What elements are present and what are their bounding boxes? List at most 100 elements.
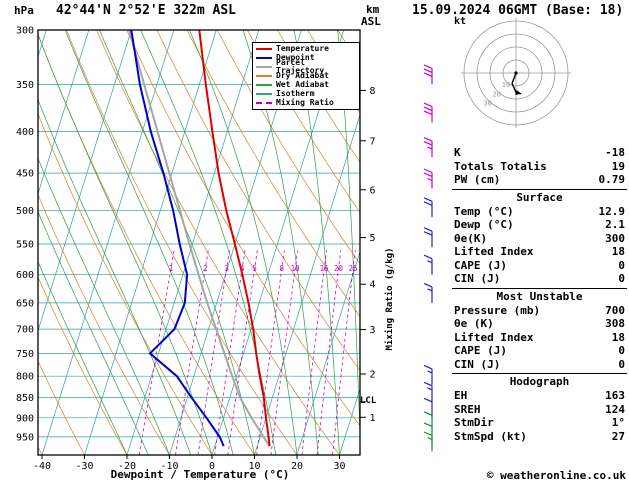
panel-row-value: -18	[605, 146, 625, 159]
hodograph-unit-label: kt	[454, 16, 467, 27]
page-title: 42°44'N 2°52'E 322m ASL	[56, 3, 237, 18]
panel-row-label: PW (cm)	[454, 173, 501, 186]
mixing-ratio-value-label: 2	[203, 264, 208, 273]
plot-frame	[37, 29, 361, 456]
panel-row: StmSpd (kt) 27	[452, 430, 627, 444]
pressure-tick-label: 850	[16, 393, 34, 404]
panel-row-value: 308	[605, 317, 625, 330]
pressure-tick-label: 700	[16, 325, 34, 336]
panel-row-label: Lifted Index	[454, 330, 534, 344]
hodograph-ring	[463, 20, 569, 126]
mixing-ratio-value-label: 25	[348, 264, 357, 273]
panel-row-label: StmSpd (kt)	[454, 429, 527, 443]
km-tick-label: 3	[370, 325, 376, 336]
legend-color-sample	[256, 102, 272, 104]
wind-barb	[423, 381, 433, 402]
panel-row-value: 27	[611, 429, 625, 443]
panel-row: CIN (J) 0	[452, 272, 627, 286]
panel-row: EH 163	[452, 389, 627, 403]
temp-tick-label: -10	[160, 461, 178, 472]
wind-barb	[423, 431, 433, 452]
panel-row-label: EH	[454, 389, 468, 402]
wind-barb	[423, 254, 433, 275]
panel-row-label: SREH	[454, 402, 481, 416]
panel-row-value: 2.1	[605, 218, 625, 231]
hodograph-ring-label: 10	[502, 81, 510, 89]
panel-row-label: Dewp (°C)	[454, 218, 514, 231]
temp-tick-label: -20	[118, 461, 136, 472]
wind-barb	[423, 64, 433, 85]
panel-row-label: Totals Totalis	[454, 159, 547, 173]
legend-color-sample	[256, 84, 272, 86]
lcl-label: LCL	[360, 396, 377, 406]
panel-row: Lifted Index 18	[452, 331, 627, 345]
mixing-ratio-value-label: 4	[240, 264, 245, 273]
panel-row-value: 18	[611, 245, 625, 258]
dewpoint-curve	[130, 30, 225, 447]
pressure-tick-label: 800	[16, 372, 34, 383]
legend-color-sample	[256, 93, 272, 95]
mixing-ratio-value-label: 3	[224, 264, 229, 273]
hodograph-ring	[476, 33, 556, 113]
legend-label: Parcel Trajectory	[276, 58, 325, 75]
pressure-tick-label: 950	[16, 432, 34, 443]
panel-row-label: StmDir	[454, 416, 494, 429]
pressure-tick-label: 500	[16, 206, 34, 217]
legend-label: Wet Adiabat	[276, 80, 329, 89]
km-tick-label: 2	[370, 370, 376, 381]
legend-color-sample	[256, 66, 272, 68]
panel-row-value: 0	[618, 272, 625, 285]
panel-row-label: Lifted Index	[454, 245, 534, 258]
panel-row: Dewp (°C) 2.1	[452, 218, 627, 232]
legend-item: Temperature	[256, 45, 356, 53]
km-tick-label: 7	[370, 136, 376, 147]
hodograph-origin-dot	[514, 71, 518, 75]
panel-row: CAPE (J) 0	[452, 259, 627, 273]
temp-tick-label: -30	[75, 461, 93, 472]
legend: Temperature Dewpoint Parcel Trajectory Dry …	[252, 42, 360, 110]
pressure-tick-label: 650	[16, 298, 34, 309]
pressure-tick-label: 300	[16, 26, 34, 37]
pressure-tick-label: 350	[16, 80, 34, 91]
temp-tick-label: 0	[209, 461, 215, 472]
legend-item: Mixing Ratio	[256, 99, 356, 107]
panel-row: Lifted Index 18	[452, 245, 627, 259]
legend-label: Isotherm	[276, 89, 315, 98]
km-tick-label: 1	[370, 413, 376, 424]
panel-row-value: 0.79	[598, 173, 626, 186]
skewt-background	[38, 30, 360, 455]
panel-row-label: CAPE (J)	[454, 258, 507, 272]
km-tick-label: 4	[370, 280, 376, 291]
panel-row: CAPE (J) 0	[452, 344, 627, 358]
mixing-ratio-value-label: 16	[320, 264, 330, 273]
pressure-tick-label: 550	[16, 240, 34, 251]
mixing-ratio-value-label: 20	[334, 264, 344, 273]
mixing-ratio-value-label: 8	[280, 264, 285, 273]
panel-row-value: 19	[611, 159, 625, 173]
panel-row: SREH 124	[452, 403, 627, 417]
panel-row-value: 12.9	[598, 204, 626, 218]
panel-row-value: 700	[605, 303, 625, 317]
wind-barb	[423, 282, 433, 303]
panel-row: Temp (°C) 12.9	[452, 205, 627, 219]
hodograph-ring	[502, 59, 530, 87]
pressure-tick-label: 750	[16, 349, 34, 360]
legend-label: Dewpoint	[276, 53, 315, 62]
panel-row-value: 0	[618, 344, 625, 357]
copyright: © weatheronline.co.uk	[486, 469, 626, 482]
panel-section: Surface Temp (°C) 12.9 Dewp (°C) 2.1 θe(K) 300…	[452, 188, 627, 286]
temp-tick-label: 20	[291, 461, 303, 472]
legend-label: Temperature	[276, 44, 329, 53]
panel-row: Totals Totalis 19	[452, 160, 627, 174]
hodograph-ring	[489, 46, 543, 100]
panel-row: K -18	[452, 146, 627, 160]
asl-axis-label: ASL	[361, 15, 381, 28]
panel-section-title: Most Unstable	[496, 289, 583, 303]
panel-row-label: θe(K)	[454, 231, 488, 245]
pressure-tick-label: 900	[16, 413, 34, 424]
panel-section: Most Unstable Pressure (mb) 700 θe (K) 308 Li…	[452, 287, 627, 372]
wind-barb	[423, 197, 433, 218]
km-tick-label: 6	[370, 185, 376, 196]
